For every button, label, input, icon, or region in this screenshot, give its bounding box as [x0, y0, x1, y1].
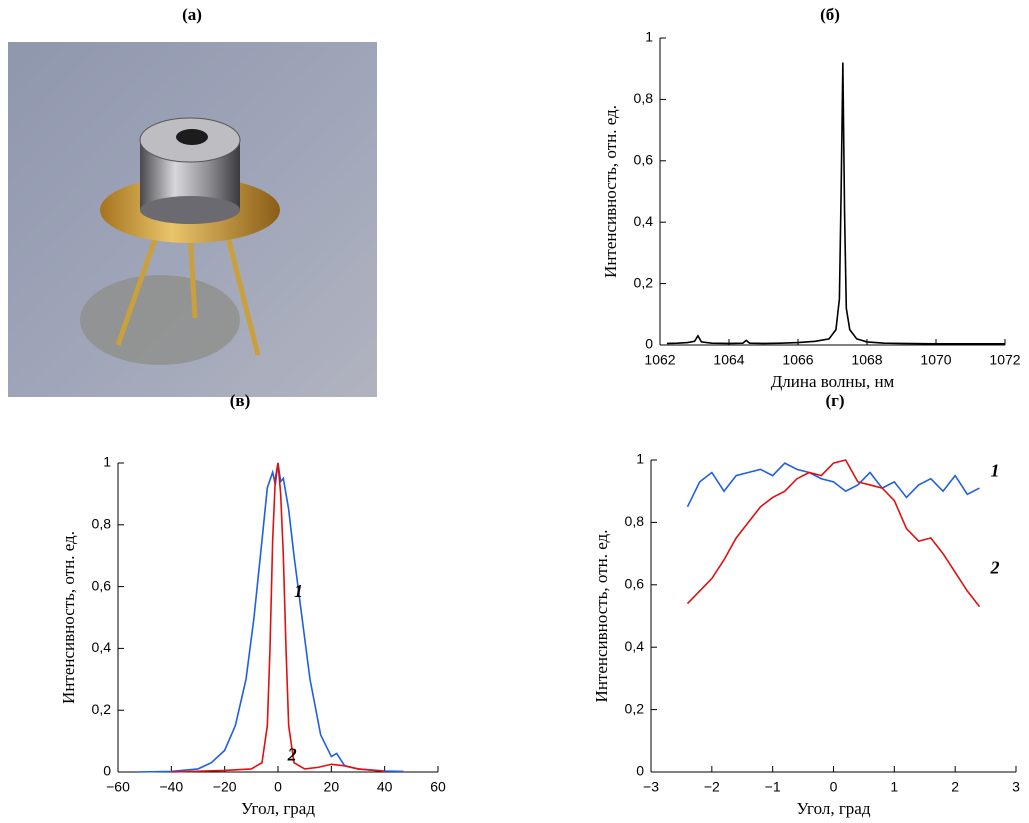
y-tick-label: 0,2 — [634, 274, 654, 290]
x-tick-label: −3 — [643, 779, 659, 795]
photo — [8, 42, 377, 397]
x-tick-label: 1072 — [989, 352, 1020, 368]
data-line — [666, 62, 1005, 345]
x-tick-label: 1068 — [851, 352, 882, 368]
photo-pin — [115, 224, 163, 346]
x-tick-label: 1066 — [782, 352, 813, 368]
x-axis-label: Угол, град — [241, 799, 315, 818]
x-tick-label: 1 — [890, 779, 898, 795]
x-axis-label: Угол, град — [796, 799, 870, 818]
y-tick-label: 0,4 — [625, 638, 645, 654]
y-axis-label: Интенсивность, отн. ед. — [601, 105, 620, 278]
x-tick-label: −20 — [213, 779, 237, 795]
photo-pin — [187, 229, 198, 319]
y-tick-label: 0,2 — [625, 700, 645, 716]
series-label: 1 — [294, 581, 303, 601]
y-tick-label: 0,4 — [634, 213, 654, 229]
x-tick-label: −1 — [765, 779, 781, 795]
x-tick-label: 40 — [377, 779, 393, 795]
y-tick-label: 0,4 — [92, 639, 112, 655]
y-tick-label: 0,8 — [634, 90, 654, 106]
y-tick-label: 0,6 — [92, 577, 112, 593]
x-tick-label: 2 — [951, 779, 959, 795]
y-tick-label: 0,6 — [625, 576, 645, 592]
series-label: 1 — [990, 461, 999, 481]
x-tick-label: −40 — [159, 779, 183, 795]
x-tick-label: 3 — [1012, 779, 1020, 795]
y-tick-label: 0,6 — [634, 152, 654, 168]
photo-window — [176, 129, 208, 145]
y-tick-label: 0,8 — [625, 513, 645, 529]
y-tick-label: 0 — [636, 763, 644, 779]
photo-pin — [222, 224, 261, 356]
y-tick-label: 1 — [645, 29, 653, 45]
x-tick-label: 0 — [274, 779, 282, 795]
data-line — [171, 462, 385, 773]
x-tick-label: 20 — [324, 779, 340, 795]
series-label: 2 — [287, 745, 297, 765]
series-label: 2 — [989, 557, 999, 577]
x-tick-label: 60 — [430, 779, 446, 795]
photo-shadow — [80, 275, 240, 365]
y-tick-label: 0,2 — [92, 701, 112, 717]
y-tick-label: 0,8 — [92, 516, 112, 532]
x-tick-label: 1062 — [644, 352, 675, 368]
chart-title: (б) — [820, 5, 840, 24]
x-axis-label: Длина волны, нм — [771, 372, 895, 391]
chart-title: (г) — [825, 391, 844, 410]
x-tick-label: 1064 — [713, 352, 744, 368]
y-tick-label: 1 — [636, 451, 644, 467]
data-line — [686, 459, 981, 608]
y-axis-label: Интенсивность, отн. ед. — [592, 530, 611, 703]
y-tick-label: 0 — [645, 336, 653, 352]
chart-title: (в) — [230, 391, 251, 410]
x-tick-label: −2 — [704, 779, 720, 795]
x-tick-label: 1070 — [920, 352, 951, 368]
photo-can-base — [140, 196, 240, 224]
x-tick-label: −60 — [106, 779, 130, 795]
photo-title: (а) — [182, 5, 202, 24]
data-line — [686, 462, 980, 508]
y-axis-label: Интенсивность, отн. ед. — [59, 531, 78, 704]
y-tick-label: 0 — [103, 763, 111, 779]
y-tick-label: 1 — [103, 454, 111, 470]
x-tick-label: 0 — [830, 779, 838, 795]
